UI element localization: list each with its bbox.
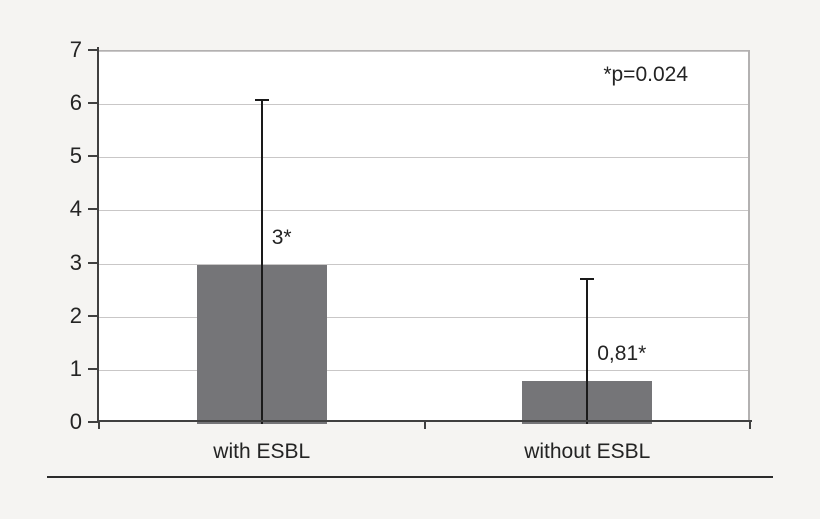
y-tick-5 <box>88 155 97 158</box>
y-tick-0 <box>88 421 97 423</box>
value-label-1: 0,81* <box>597 341 647 365</box>
y-axis-line <box>97 47 99 423</box>
gridline-y-6 <box>99 104 748 106</box>
y-tick-label-4: 4 <box>69 196 82 222</box>
error-bar-line-0 <box>260 99 263 424</box>
y-tick-label-7: 7 <box>69 37 82 62</box>
category-label-without-esbl: without ESBL <box>524 440 651 463</box>
gridline-y-2 <box>99 316 748 318</box>
x-tick-2 <box>749 422 751 429</box>
gridline-y-4 <box>99 210 748 212</box>
p-value-annotation: *p=0.024 <box>603 63 688 86</box>
gridline-y-3 <box>99 263 748 265</box>
y-tick-label-1: 1 <box>69 355 82 381</box>
category-label-with-esbl: with ESBL <box>213 440 311 463</box>
value-label-0: 3* <box>271 225 292 249</box>
y-tick-1 <box>88 367 97 370</box>
error-bar-cap-0 <box>254 98 269 101</box>
x-tick-0 <box>98 422 100 429</box>
x-tick-1 <box>423 422 426 429</box>
gridline-y-7 <box>99 51 748 52</box>
y-tick-2 <box>88 314 97 317</box>
gridline-y-5 <box>99 157 748 159</box>
y-tick-4 <box>88 208 97 211</box>
error-bar-line-1 <box>586 279 589 424</box>
gridline-y-1 <box>99 369 748 371</box>
error-bar-cap-1 <box>580 278 595 281</box>
y-tick-label-2: 2 <box>69 302 82 328</box>
y-tick-label-3: 3 <box>69 249 82 275</box>
plot-area: 3* 0,81* *p=0.024 <box>99 50 750 424</box>
y-tick-7 <box>88 49 97 51</box>
x-axis-line <box>97 420 752 422</box>
bottom-rule <box>47 476 773 478</box>
y-tick-label-0: 0 <box>69 409 82 434</box>
y-tick-label-5: 5 <box>69 143 82 169</box>
y-tick-6 <box>88 102 97 105</box>
y-tick-3 <box>88 261 97 264</box>
y-tick-label-6: 6 <box>69 90 82 116</box>
